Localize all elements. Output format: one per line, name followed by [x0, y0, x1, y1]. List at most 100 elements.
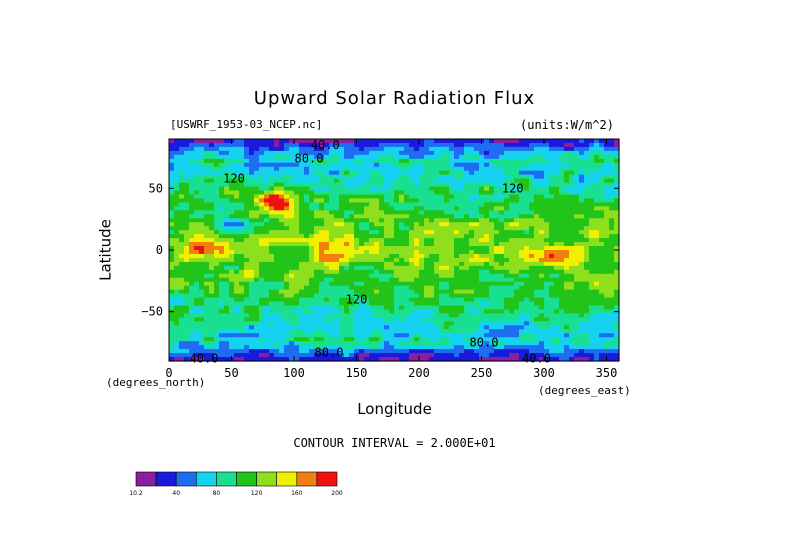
heatmap-cell: [184, 285, 190, 291]
heatmap-cell: [389, 313, 395, 318]
heatmap-cell: [449, 281, 455, 287]
heatmap-cell: [519, 265, 525, 271]
heatmap-cell: [539, 226, 545, 231]
heatmap-cell: [234, 246, 240, 251]
heatmap-cell: [239, 257, 245, 263]
heatmap-cell: [604, 269, 610, 275]
heatmap-cell: [529, 190, 535, 196]
heatmap-cell: [384, 261, 390, 267]
heatmap-cell: [429, 238, 435, 243]
heatmap-cell: [479, 341, 485, 346]
heatmap-cell: [574, 253, 580, 259]
heatmap-cell: [354, 265, 360, 271]
heatmap-cell: [189, 190, 195, 196]
heatmap-cell: [374, 317, 380, 322]
heatmap-cell: [249, 234, 255, 239]
heatmap-cell: [219, 222, 225, 227]
heatmap-cell: [299, 146, 305, 152]
heatmap-cell: [464, 214, 470, 219]
heatmap-cell: [584, 234, 590, 239]
heatmap-cell: [419, 198, 425, 204]
heatmap-cell: [554, 313, 560, 318]
heatmap-cell: [304, 277, 310, 283]
heatmap-cell: [254, 345, 260, 350]
heatmap-cell: [329, 246, 335, 251]
heatmap-cell: [179, 150, 185, 156]
heatmap-cell: [249, 206, 255, 211]
heatmap-cell: [574, 230, 580, 235]
heatmap-cell: [184, 150, 190, 156]
heatmap-cell: [599, 166, 605, 172]
heatmap-cell: [269, 194, 275, 200]
heatmap-cell: [174, 261, 180, 267]
heatmap-cell: [434, 154, 440, 160]
heatmap-cell: [484, 238, 490, 243]
heatmap-cell: [319, 250, 325, 255]
heatmap-cell: [504, 206, 510, 211]
heatmap-cell: [539, 353, 545, 358]
heatmap-cell: [304, 202, 310, 207]
heatmap-cell: [334, 337, 340, 342]
heatmap-cell: [329, 194, 335, 200]
heatmap-cell: [454, 273, 460, 279]
heatmap-cell: [249, 313, 255, 318]
heatmap-cell: [389, 317, 395, 322]
heatmap-cell: [334, 269, 340, 275]
heatmap-cell: [569, 234, 575, 239]
heatmap-cell: [404, 333, 410, 338]
heatmap-cell: [589, 238, 595, 243]
heatmap-cell: [599, 353, 605, 358]
heatmap-cell: [514, 186, 520, 192]
heatmap-cell: [349, 146, 355, 152]
heatmap-cell: [579, 182, 585, 188]
heatmap-cell: [589, 194, 595, 200]
heatmap-cell: [394, 242, 400, 247]
heatmap-cell: [269, 337, 275, 342]
heatmap-cell: [569, 317, 575, 322]
heatmap-cell: [359, 265, 365, 271]
heatmap-cell: [169, 349, 175, 354]
heatmap-cell: [319, 158, 325, 164]
heatmap-cell: [204, 269, 210, 275]
heatmap-cell: [319, 178, 325, 184]
heatmap-cell: [434, 277, 440, 283]
heatmap-cell: [524, 317, 530, 322]
heatmap-cell: [254, 230, 260, 235]
heatmap-cell: [189, 289, 195, 295]
heatmap-cell: [439, 305, 445, 311]
heatmap-cell: [284, 265, 290, 271]
heatmap-cell: [249, 301, 255, 307]
heatmap-cell: [349, 269, 355, 275]
heatmap-cell: [279, 285, 285, 291]
heatmap-cell: [199, 210, 205, 215]
heatmap-cell: [219, 333, 225, 338]
heatmap-cell: [189, 309, 195, 315]
heatmap-cell: [169, 242, 175, 247]
heatmap-cell: [484, 206, 490, 211]
heatmap-cell: [284, 230, 290, 235]
heatmap-cell: [499, 206, 505, 211]
heatmap-cell: [444, 273, 450, 279]
heatmap-cell: [574, 277, 580, 283]
heatmap-cell: [594, 349, 600, 354]
heatmap-cell: [604, 329, 610, 334]
heatmap-cell: [359, 170, 365, 176]
heatmap-cell: [369, 154, 375, 160]
heatmap-cell: [369, 281, 375, 287]
heatmap-cell: [199, 321, 205, 326]
heatmap-cell: [439, 265, 445, 271]
heatmap-cell: [404, 210, 410, 215]
heatmap-cell: [174, 277, 180, 283]
heatmap-cell: [239, 190, 245, 196]
heatmap-cell: [509, 313, 515, 318]
heatmap-cell: [479, 293, 485, 299]
heatmap-cell: [554, 202, 560, 207]
heatmap-cell: [189, 285, 195, 291]
heatmap-cell: [564, 273, 570, 279]
heatmap-cell: [184, 345, 190, 350]
heatmap-cell: [579, 246, 585, 251]
heatmap-cell: [474, 142, 480, 148]
heatmap-cell: [289, 190, 295, 196]
heatmap-cell: [339, 206, 345, 211]
heatmap-cell: [389, 333, 395, 338]
